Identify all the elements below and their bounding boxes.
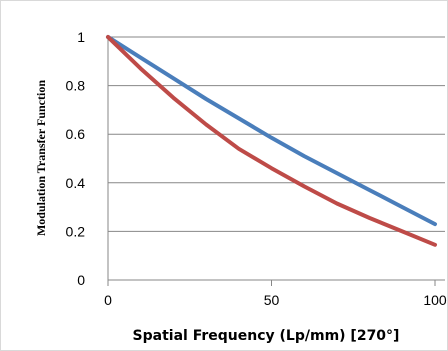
- series-lines: [106, 35, 437, 247]
- y-tick-label: 1: [77, 29, 85, 45]
- y-tick-label: 0.2: [66, 223, 86, 239]
- series-line-2: [106, 35, 437, 247]
- y-tick-label: 0.6: [66, 126, 86, 142]
- x-axis-label: Spatial Frequency (Lp/mm) [270°]: [133, 328, 400, 344]
- grid-lines: [108, 36, 445, 232]
- y-axis-label: Modulation Transfer Function: [34, 80, 48, 236]
- x-tick-label: 100: [423, 292, 447, 308]
- x-tick-label: 0: [104, 292, 112, 308]
- y-tick-label: 0.4: [66, 175, 86, 191]
- x-tick-label: 50: [264, 292, 280, 308]
- y-tick-label: 0.8: [66, 78, 86, 94]
- series-line-1: [106, 35, 437, 227]
- tick-labels: 0 0.2 0.4 0.6 0.8 1 0 50 100: [66, 29, 447, 308]
- y-tick-label: 0: [77, 272, 85, 288]
- axes: [107, 37, 445, 286]
